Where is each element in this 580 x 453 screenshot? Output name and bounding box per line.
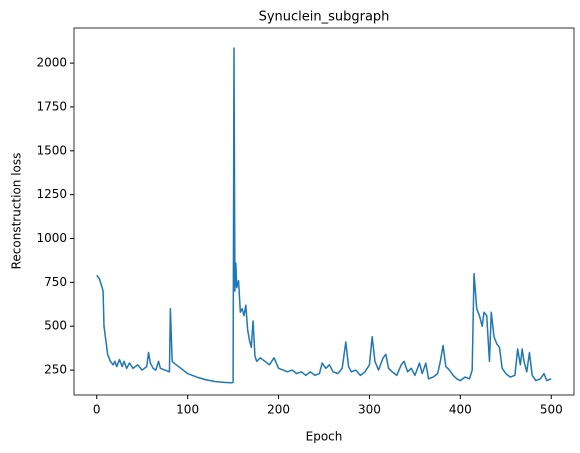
y-tick-label: 1750 [36, 99, 67, 113]
y-tick-label: 1000 [36, 231, 67, 245]
x-tick-label: 500 [540, 403, 563, 417]
y-tick-label: 750 [44, 275, 67, 289]
x-tick-label: 200 [267, 403, 290, 417]
y-tick-label: 1500 [36, 143, 67, 157]
x-tick-label: 300 [358, 403, 381, 417]
y-tick-label: 2000 [36, 56, 67, 70]
x-tick-label: 400 [449, 403, 472, 417]
chart-title: Synuclein_subgraph [259, 10, 390, 25]
y-tick-label: 1250 [36, 187, 67, 201]
x-axis-label: Epoch [306, 430, 343, 444]
plot-frame [73, 27, 575, 396]
y-tick-label: 250 [44, 363, 67, 377]
x-tick-label: 100 [176, 403, 199, 417]
y-tick-label: 500 [44, 319, 67, 333]
y-axis-label: Reconstruction loss [10, 153, 24, 270]
line [96, 47, 552, 384]
x-tick-label: 0 [93, 403, 101, 417]
